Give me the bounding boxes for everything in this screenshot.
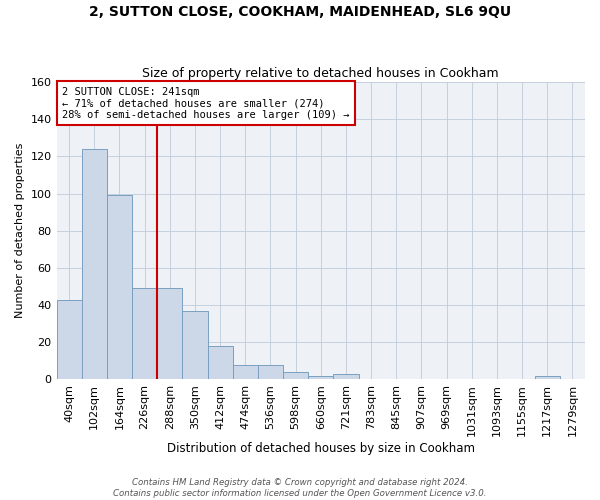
Y-axis label: Number of detached properties: Number of detached properties [15, 143, 25, 318]
Bar [56, 300, 82, 380]
Bar [334, 374, 359, 380]
Bar [258, 364, 283, 380]
Bar [132, 288, 157, 380]
Text: 2 SUTTON CLOSE: 241sqm
← 71% of detached houses are smaller (274)
28% of semi-de: 2 SUTTON CLOSE: 241sqm ← 71% of detached… [62, 86, 349, 120]
Bar [157, 288, 182, 380]
Bar [182, 310, 208, 380]
Bar [308, 376, 334, 380]
Text: 2, SUTTON CLOSE, COOKHAM, MAIDENHEAD, SL6 9QU: 2, SUTTON CLOSE, COOKHAM, MAIDENHEAD, SL… [89, 5, 511, 19]
Bar [208, 346, 233, 380]
Bar [233, 364, 258, 380]
Bar [82, 149, 107, 380]
Bar [283, 372, 308, 380]
X-axis label: Distribution of detached houses by size in Cookham: Distribution of detached houses by size … [167, 442, 475, 455]
Bar [535, 376, 560, 380]
Text: Contains HM Land Registry data © Crown copyright and database right 2024.
Contai: Contains HM Land Registry data © Crown c… [113, 478, 487, 498]
Title: Size of property relative to detached houses in Cookham: Size of property relative to detached ho… [142, 66, 499, 80]
Bar [107, 196, 132, 380]
